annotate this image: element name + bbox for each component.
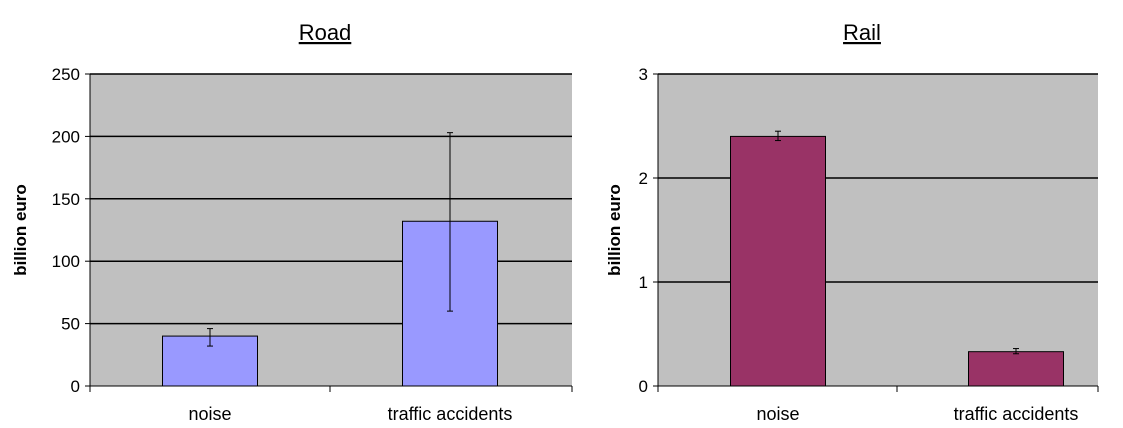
y-tick-label: 3 — [639, 65, 648, 84]
chart-title: Road — [299, 20, 352, 45]
y-tick-label: 2 — [639, 169, 648, 188]
chart-title: Rail — [843, 20, 881, 45]
x-tick-label: traffic accidents — [954, 404, 1079, 424]
y-tick-label: 50 — [61, 315, 80, 334]
y-tick-label: 0 — [639, 377, 648, 396]
y-axis-label: billion euro — [605, 184, 624, 276]
y-tick-label: 200 — [52, 127, 80, 146]
y-tick-label: 1 — [639, 273, 648, 292]
bar — [730, 135, 826, 387]
y-tick-label: 250 — [52, 65, 80, 84]
x-tick-label: noise — [188, 404, 231, 424]
x-tick-label: noise — [756, 404, 799, 424]
y-tick-label: 100 — [52, 252, 80, 271]
y-tick-label: 150 — [52, 190, 80, 209]
x-tick-label: traffic accidents — [388, 404, 513, 424]
bar — [968, 351, 1064, 387]
y-tick-label: 0 — [71, 377, 80, 396]
y-axis-label: billion euro — [11, 184, 30, 276]
plot-area — [658, 74, 1098, 386]
